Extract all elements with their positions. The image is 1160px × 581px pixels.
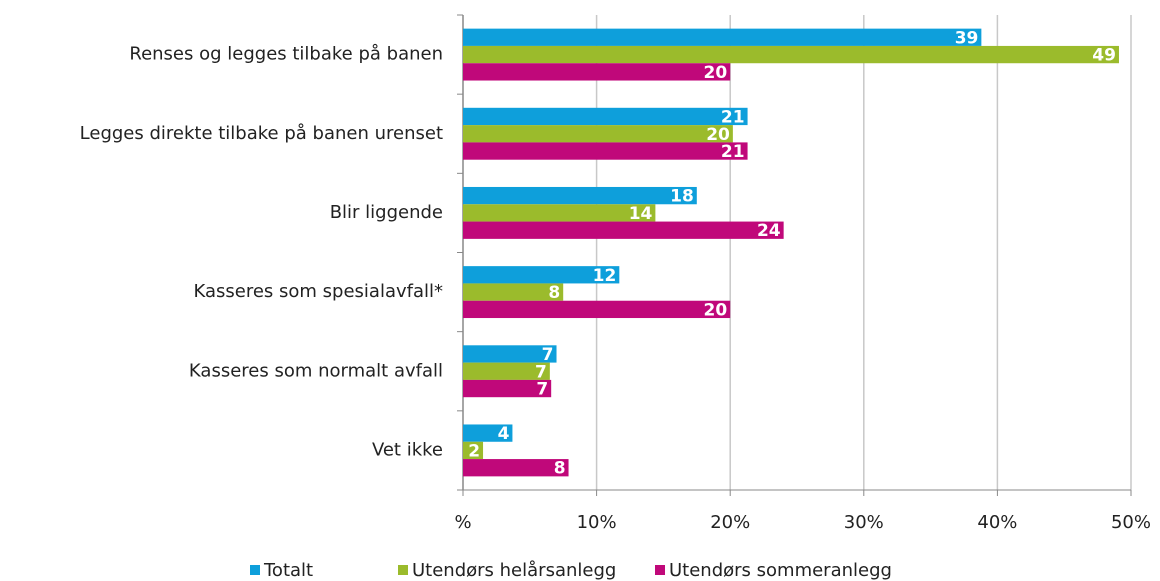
x-tick-label: 50%	[1111, 512, 1151, 533]
legend-label: Totalt	[263, 560, 313, 581]
value-label: 49	[1092, 46, 1116, 66]
value-label: 12	[593, 266, 617, 286]
category-label: Renses og legges tilbake på banen	[129, 44, 443, 65]
bar	[463, 459, 569, 477]
category-label: Kasseres som spesialavfall*	[193, 281, 443, 302]
bar	[463, 283, 564, 301]
x-tick-label: 40%	[977, 512, 1017, 533]
bar	[463, 186, 697, 205]
category-label: Blir liggende	[330, 202, 443, 223]
value-label: 7	[542, 345, 554, 365]
legend-label: Utendørs sommeranlegg	[669, 560, 892, 581]
x-tick-label: %	[454, 512, 471, 533]
bar	[463, 63, 731, 81]
value-label: 20	[706, 125, 730, 145]
value-label: 14	[629, 204, 653, 224]
bar	[463, 379, 552, 398]
value-label: 8	[548, 283, 560, 303]
value-label: 4	[498, 424, 510, 444]
bar	[463, 107, 748, 126]
bar	[463, 441, 484, 460]
bar	[463, 221, 784, 239]
legend-swatch	[398, 565, 408, 575]
value-label: 7	[536, 380, 548, 400]
x-tick-label: 30%	[844, 512, 884, 533]
category-label: Legges direkte tilbake på banen urenset	[80, 123, 443, 144]
bar	[463, 362, 550, 380]
bar	[463, 266, 620, 284]
value-label: 8	[554, 459, 566, 479]
bar	[463, 424, 513, 442]
bar	[463, 28, 982, 46]
x-tick-label: 10%	[577, 512, 617, 533]
bar	[463, 45, 1119, 64]
bar	[463, 204, 656, 222]
bar	[463, 345, 557, 363]
value-label: 20	[704, 63, 728, 83]
category-label: Vet ikke	[372, 439, 443, 460]
value-label: 7	[535, 362, 547, 382]
x-tick-label: 20%	[710, 512, 750, 533]
value-label: 24	[757, 221, 781, 241]
bar	[463, 142, 748, 160]
category-label: Kasseres som normalt avfall	[189, 360, 443, 381]
value-label: 18	[670, 187, 694, 207]
legend-swatch	[655, 565, 665, 575]
value-label: 39	[955, 28, 979, 48]
value-label: 21	[721, 142, 745, 162]
bar	[463, 300, 731, 319]
value-label: 21	[721, 107, 745, 127]
legend-swatch	[250, 565, 260, 575]
value-label: 2	[468, 441, 480, 461]
bar	[463, 125, 733, 143]
value-label: 20	[704, 300, 728, 320]
legend-label: Utendørs helårsanlegg	[412, 560, 616, 581]
